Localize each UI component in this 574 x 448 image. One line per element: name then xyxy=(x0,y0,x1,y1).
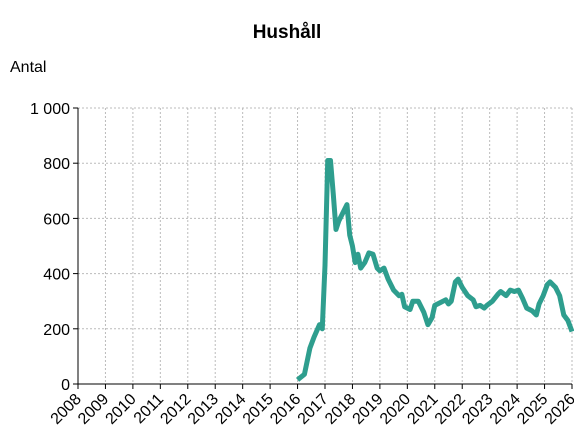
x-tick-label: 2017 xyxy=(295,391,332,428)
x-tick-label: 2016 xyxy=(267,391,304,428)
x-tick-label: 2009 xyxy=(75,391,112,428)
x-tick-label: 2014 xyxy=(212,391,249,428)
y-tick-label: 1 000 xyxy=(30,101,70,118)
y-tick-label: 0 xyxy=(61,377,70,394)
x-tick-label: 2019 xyxy=(350,391,387,428)
x-tick-label: 2008 xyxy=(48,391,85,428)
x-tick-label: 2023 xyxy=(459,391,496,428)
data-line xyxy=(295,157,574,382)
x-tick-label: 2010 xyxy=(103,391,140,428)
x-tick-label: 2012 xyxy=(157,391,194,428)
x-tick-label: 2018 xyxy=(322,391,359,428)
x-tick-label: 2015 xyxy=(240,391,277,428)
x-tick-label: 2026 xyxy=(542,391,574,428)
x-tick-label: 2024 xyxy=(487,391,524,428)
x-tick-label: 2021 xyxy=(404,391,441,428)
y-tick-label: 400 xyxy=(43,267,70,284)
x-tick-label: 2020 xyxy=(377,391,414,428)
x-tick-label: 2025 xyxy=(514,391,551,428)
y-tick-label: 800 xyxy=(43,156,70,173)
x-tick-label: 2022 xyxy=(432,391,469,428)
chart-title: Hushåll xyxy=(253,22,322,43)
y-tick-label: 600 xyxy=(43,211,70,228)
y-tick-label: 200 xyxy=(43,322,70,339)
y-axis-label: Antal xyxy=(10,59,46,76)
x-tick-label: 2013 xyxy=(185,391,222,428)
